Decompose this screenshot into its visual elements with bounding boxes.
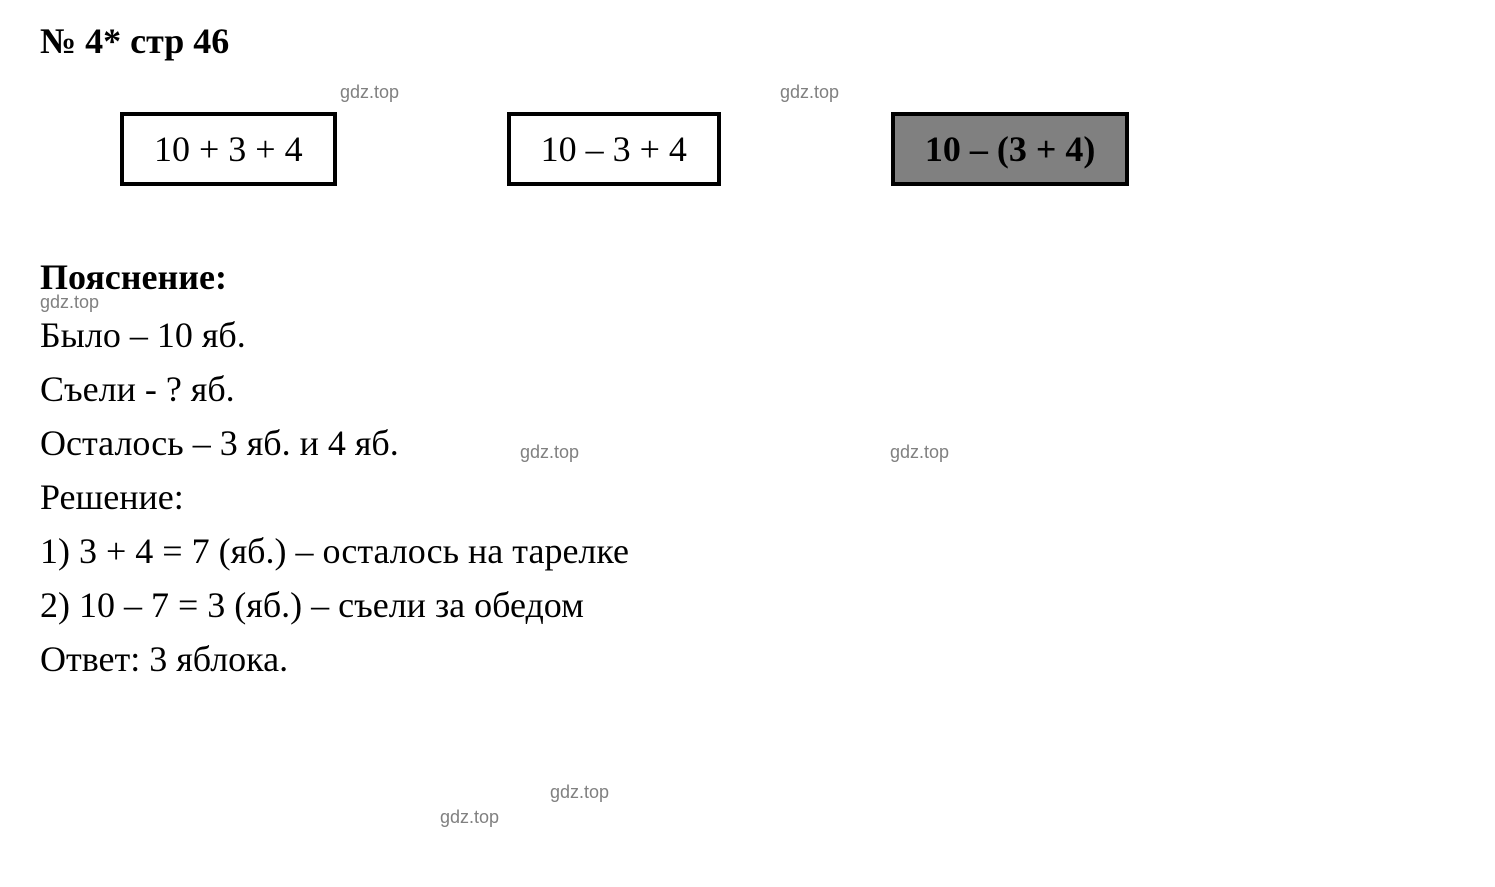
watermark: gdz.top [340, 82, 399, 103]
watermark: gdz.top [440, 807, 499, 828]
watermark: gdz.top [890, 442, 949, 463]
solution-step: 1) 3 + 4 = 7 (яб.) – осталось на тарелке [40, 524, 1455, 578]
explanation-line: Было – 10 яб. [40, 308, 1455, 362]
watermark: gdz.top [520, 442, 579, 463]
page-header: № 4* стр 46 [40, 20, 1455, 62]
answer-line: Ответ: 3 яблока. [40, 632, 1455, 686]
explanation-line: Осталось – 3 яб. и 4 яб. [40, 416, 1455, 470]
watermark: gdz.top [780, 82, 839, 103]
expression-box-1: 10 + 3 + 4 [120, 112, 337, 186]
solution-step: 2) 10 – 7 = 3 (яб.) – съели за обедом [40, 578, 1455, 632]
explanation-title: Пояснение: [40, 256, 1455, 298]
expression-boxes-row: 10 + 3 + 4 10 – 3 + 4 10 – (3 + 4) [120, 112, 1455, 186]
content-area: gdz.top gdz.top gdz.top gdz.top gdz.top … [40, 112, 1455, 686]
watermark: gdz.top [550, 782, 609, 803]
watermark: gdz.top [40, 292, 99, 313]
expression-box-2: 10 – 3 + 4 [507, 112, 721, 186]
explanation-line: Съели - ? яб. [40, 362, 1455, 416]
expression-box-3-answer: 10 – (3 + 4) [891, 112, 1130, 186]
solution-label: Решение: [40, 470, 1455, 524]
